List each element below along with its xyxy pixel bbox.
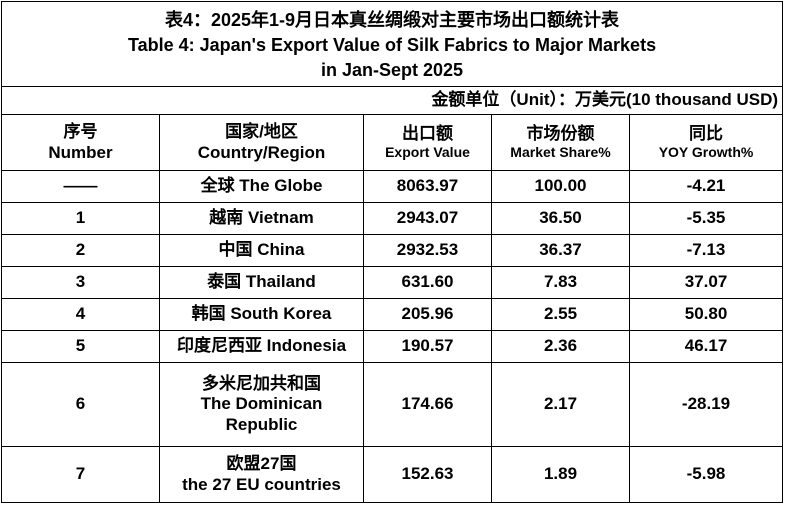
cell-country: 泰国 Thailand — [159, 266, 364, 299]
cell-market-share: 2.17 — [491, 362, 630, 447]
country-name: 越南 Vietnam — [209, 208, 314, 228]
country-name: 印度尼西亚 Indonesia — [176, 336, 347, 356]
country-name-en: the 27 EU countries — [182, 474, 341, 494]
header-value-cn: 出口额 — [402, 124, 453, 144]
header-export-value: 出口额 Export Value — [363, 114, 492, 171]
cell-yoy-growth: -28.19 — [628, 362, 784, 447]
cell-yoy-growth: 50.80 — [628, 298, 784, 331]
cell-number: 4 — [1, 298, 160, 331]
country-name-en-line1: The Dominican — [200, 394, 323, 414]
table-row: —— 全球 The Globe 8063.97 100.00 -4.21 — [1, 170, 784, 203]
cell-number: 3 — [1, 266, 160, 299]
header-value-en: Export Value — [385, 144, 470, 161]
cell-number: 2 — [1, 234, 160, 267]
cell-country: 韩国 South Korea — [159, 298, 364, 331]
cell-country: 全球 The Globe — [159, 170, 364, 203]
cell-export-value: 2943.07 — [363, 202, 492, 235]
cell-yoy-growth: -7.13 — [628, 234, 784, 267]
unit-note: 金额单位（Unit）：万美元(10 thousand USD) — [0, 86, 784, 115]
cell-yoy-growth: -5.98 — [628, 446, 784, 503]
cell-country: 越南 Vietnam — [159, 202, 364, 235]
cell-market-share: 7.83 — [491, 266, 630, 299]
cell-number: 6 — [1, 362, 160, 447]
cell-country: 印度尼西亚 Indonesia — [159, 330, 364, 363]
table-row: 3 泰国 Thailand 631.60 7.83 37.07 — [1, 266, 784, 299]
cell-export-value: 205.96 — [363, 298, 492, 331]
cell-export-value: 152.63 — [363, 446, 492, 503]
cell-export-value: 174.66 — [363, 362, 492, 447]
table-row: 1 越南 Vietnam 2943.07 36.50 -5.35 — [1, 202, 784, 235]
header-yoy-growth: 同比 YOY Growth% — [628, 114, 784, 171]
country-name: 泰国 Thailand — [207, 272, 316, 292]
table-row: 5 印度尼西亚 Indonesia 190.57 2.36 46.17 — [1, 330, 784, 363]
table-title: 表4：2025年1-9月日本真丝绸缎对主要市场出口额统计表 Table 4: J… — [0, 1, 784, 87]
country-name: 全球 The Globe — [200, 176, 323, 196]
cell-export-value: 8063.97 — [363, 170, 492, 203]
cell-export-value: 631.60 — [363, 266, 492, 299]
header-market-share: 市场份额 Market Share% — [491, 114, 630, 171]
country-name: 韩国 South Korea — [191, 304, 332, 324]
table-row: 6 多米尼加共和国 The Dominican Republic 174.66 … — [1, 362, 784, 447]
table-row: 2 中国 China 2932.53 36.37 -7.13 — [1, 234, 784, 267]
header-yoy-cn: 同比 — [689, 124, 724, 144]
cell-market-share: 100.00 — [491, 170, 630, 203]
cell-number: 5 — [1, 330, 160, 363]
export-value-table: 表4：2025年1-9月日本真丝绸缎对主要市场出口额统计表 Table 4: J… — [0, 1, 784, 503]
cell-market-share: 1.89 — [491, 446, 630, 503]
title-english-line1: Table 4: Japan's Export Value of Silk Fa… — [127, 34, 657, 55]
cell-country: 多米尼加共和国 The Dominican Republic — [159, 362, 364, 447]
cell-market-share: 2.36 — [491, 330, 630, 363]
cell-yoy-growth: 37.07 — [628, 266, 784, 299]
cell-number: —— — [1, 170, 160, 203]
country-name-en-line2: Republic — [225, 414, 298, 434]
cell-number: 7 — [1, 446, 160, 503]
table-row: 7 欧盟27国 the 27 EU countries 152.63 1.89 … — [1, 446, 784, 503]
header-number-cn: 序号 — [63, 122, 98, 142]
header-yoy-en: YOY Growth% — [658, 144, 754, 161]
cell-country: 中国 China — [159, 234, 364, 267]
header-number-en: Number — [48, 142, 113, 162]
header-country-cn: 国家/地区 — [225, 122, 298, 142]
cell-market-share: 36.50 — [491, 202, 630, 235]
table-row: 4 韩国 South Korea 205.96 2.55 50.80 — [1, 298, 784, 331]
cell-number: 1 — [1, 202, 160, 235]
cell-market-share: 2.55 — [491, 298, 630, 331]
header-country-en: Country/Region — [197, 142, 326, 162]
country-name-cn: 欧盟27国 — [226, 454, 297, 474]
cell-yoy-growth: -4.21 — [628, 170, 784, 203]
cell-yoy-growth: 46.17 — [628, 330, 784, 363]
header-share-en: Market Share% — [510, 144, 611, 161]
header-country: 国家/地区 Country/Region — [159, 114, 364, 171]
cell-market-share: 36.37 — [491, 234, 630, 267]
title-english-line2: in Jan-Sept 2025 — [320, 59, 464, 80]
cell-export-value: 190.57 — [363, 330, 492, 363]
title-chinese: 表4：2025年1-9月日本真丝绸缎对主要市场出口额统计表 — [164, 9, 620, 30]
country-name-cn: 多米尼加共和国 — [202, 374, 321, 394]
cell-export-value: 2932.53 — [363, 234, 492, 267]
header-number: 序号 Number — [1, 114, 160, 171]
cell-yoy-growth: -5.35 — [628, 202, 784, 235]
country-name: 中国 China — [218, 240, 305, 260]
header-share-cn: 市场份额 — [526, 124, 595, 144]
cell-country: 欧盟27国 the 27 EU countries — [159, 446, 364, 503]
